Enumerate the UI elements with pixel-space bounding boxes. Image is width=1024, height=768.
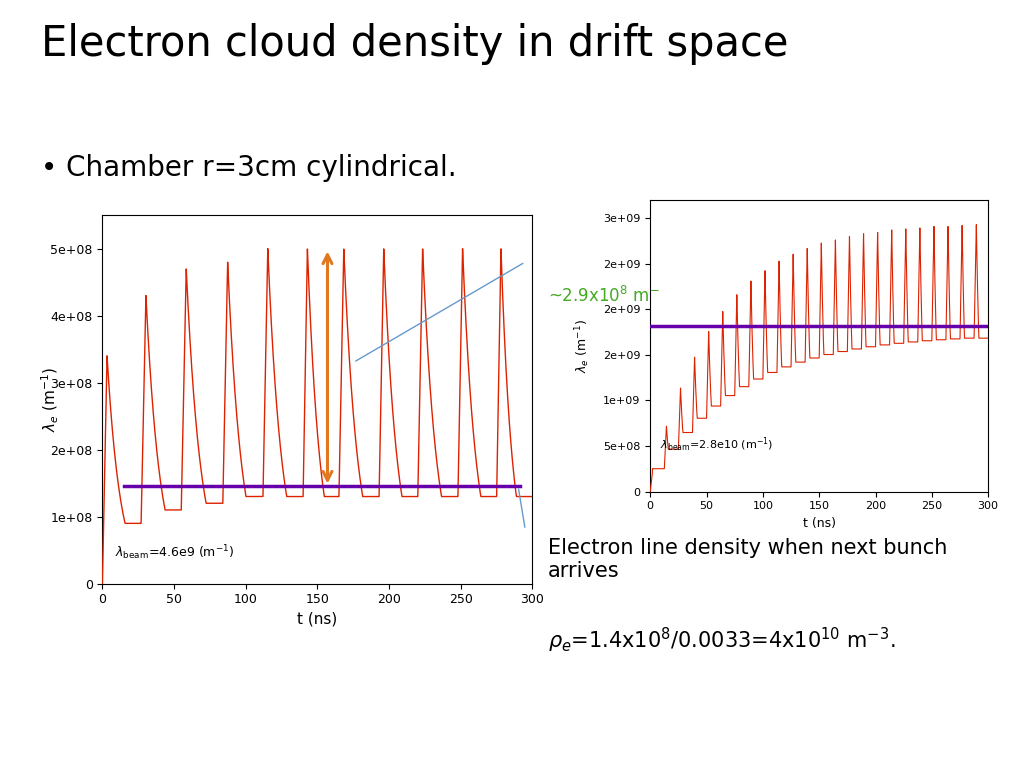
Text: Electron line density when next bunch
arrives: Electron line density when next bunch ar…: [548, 538, 947, 581]
Text: ~2.9x10$^8$ m$^{-}$: ~2.9x10$^8$ m$^{-}$: [548, 286, 659, 306]
X-axis label: t (ns): t (ns): [297, 612, 338, 627]
Text: $\lambda_e\ (\mathrm{m}^{-1})$: $\lambda_e\ (\mathrm{m}^{-1})$: [40, 366, 61, 432]
Text: $\lambda_\mathrm{beam}$=4.6e9 (m$^{-1}$): $\lambda_\mathrm{beam}$=4.6e9 (m$^{-1}$): [116, 543, 234, 561]
Text: $\lambda_\mathrm{beam}$=2.8e10 (m$^{-1}$): $\lambda_\mathrm{beam}$=2.8e10 (m$^{-1}$…: [660, 435, 774, 454]
Text: Electron cloud density in drift space: Electron cloud density in drift space: [41, 23, 788, 65]
Text: • Chamber r=3cm cylindrical.: • Chamber r=3cm cylindrical.: [41, 154, 457, 181]
Text: $\lambda_e\ (\mathrm{m}^{-1})$: $\lambda_e\ (\mathrm{m}^{-1})$: [573, 319, 592, 372]
X-axis label: t (ns): t (ns): [803, 517, 836, 530]
Text: $\rho_e$=1.4x10$^8$/0.0033=4x10$^{10}$ m$^{-3}$.: $\rho_e$=1.4x10$^8$/0.0033=4x10$^{10}$ m…: [548, 626, 895, 655]
